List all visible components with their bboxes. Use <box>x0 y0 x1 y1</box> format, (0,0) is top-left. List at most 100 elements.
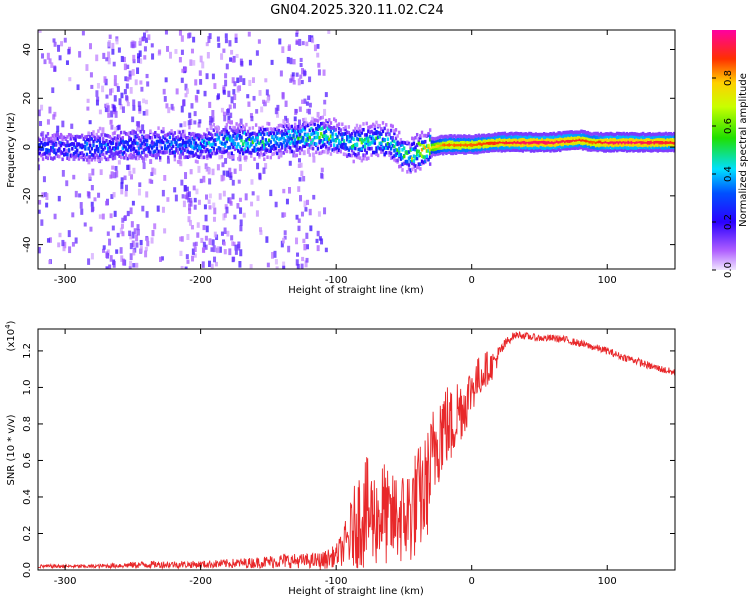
ridge-cell <box>651 138 655 142</box>
ridge-cell <box>342 139 346 143</box>
ridge-cell <box>58 135 61 140</box>
ridge-cell <box>645 140 648 144</box>
noise-cell <box>46 52 50 60</box>
ridge-cell <box>123 140 126 145</box>
ridge-cell <box>139 145 142 150</box>
ridge-cell <box>607 145 611 150</box>
ridge-cell <box>295 148 298 152</box>
ridge-cell <box>119 130 123 135</box>
ridge-cell <box>520 131 523 136</box>
ridge-cell <box>585 141 588 145</box>
ridge-cell <box>458 140 461 145</box>
ridge-cell <box>445 138 448 142</box>
ridge-cell <box>355 129 359 134</box>
ridge-cell <box>658 137 661 142</box>
ridge-cell <box>250 151 253 155</box>
ridge-cell <box>544 143 547 148</box>
ridge-cell <box>121 155 124 159</box>
ridge-cell <box>248 132 251 137</box>
ridge-cell <box>513 145 516 149</box>
ridge-cell <box>305 138 308 142</box>
noise-cell <box>186 192 190 199</box>
ridge-cell <box>297 124 300 129</box>
ridge-cell <box>222 128 225 132</box>
ridge-cell <box>589 145 593 149</box>
ridge-cell <box>194 152 198 156</box>
spectrogram-ylabel: Frequency (Hz) <box>6 112 17 188</box>
noise-cell <box>239 249 243 257</box>
noise-cell <box>150 179 154 184</box>
ridge-cell <box>454 140 458 145</box>
colorbar-gradient <box>712 30 736 270</box>
ridge-cell <box>539 139 542 144</box>
noise-cell <box>76 84 80 91</box>
ridge-cell <box>360 131 364 135</box>
ridge-cell <box>272 127 276 131</box>
ridge-cell <box>316 119 320 123</box>
ridge-cell <box>555 148 559 152</box>
noise-cell <box>180 49 184 55</box>
ridge-cell <box>79 135 82 139</box>
ridge-cell <box>637 149 640 153</box>
ridge-cell <box>337 122 341 126</box>
ridge-cell <box>41 147 45 151</box>
noise-cell <box>226 109 230 116</box>
ridge-cell <box>258 147 261 152</box>
ridge-cell <box>119 140 123 145</box>
noise-cell <box>88 120 92 125</box>
noise-cell <box>50 62 54 68</box>
noise-cell <box>183 66 187 72</box>
noise-cell <box>204 214 208 222</box>
noise-cell <box>130 174 134 180</box>
ridge-cell <box>513 139 516 144</box>
ridge-cell <box>433 139 437 143</box>
ridge-cell <box>454 151 458 155</box>
noise-cell <box>53 136 57 144</box>
noise-cell <box>109 119 113 125</box>
noise-cell <box>124 184 128 192</box>
ridge-cell <box>313 135 316 140</box>
ridge-cell <box>477 145 481 149</box>
ridge-cell <box>303 141 307 146</box>
ridge-cell <box>419 134 422 138</box>
x-tick-label: 0 <box>469 275 475 286</box>
noise-cell <box>178 56 182 63</box>
noise-cell <box>236 203 240 209</box>
ridge-cell <box>269 127 272 131</box>
ridge-cell <box>536 145 539 150</box>
ridge-cell <box>544 141 547 145</box>
ridge-cell <box>672 131 675 136</box>
ridge-cell <box>220 154 224 159</box>
ridge-cell <box>638 135 642 140</box>
noise-cell <box>291 75 295 82</box>
ridge-cell <box>163 144 167 148</box>
ridge-cell <box>668 148 671 152</box>
noise-cell <box>193 246 197 252</box>
ridge-cell <box>326 122 329 127</box>
ridge-cell <box>528 140 531 145</box>
ridge-cell <box>565 138 568 143</box>
ridge-cell <box>373 138 377 143</box>
ridge-cell <box>233 128 237 133</box>
ridge-cell <box>191 136 194 141</box>
noise-cell <box>105 251 109 258</box>
noise-cell <box>192 242 196 247</box>
ridge-cell <box>333 117 336 121</box>
ridge-cell <box>563 139 567 144</box>
ridge-cell <box>482 141 486 145</box>
ridge-cell <box>106 149 110 153</box>
ridge-cell <box>643 143 647 147</box>
ridge-cell <box>520 143 523 148</box>
ridge-cell <box>599 134 603 139</box>
ridge-cell <box>209 132 212 137</box>
noise-cell <box>110 194 114 199</box>
ridge-cell <box>401 148 404 152</box>
ridge-cell <box>254 142 258 147</box>
ridge-cell <box>415 132 419 137</box>
ridge-cell <box>546 137 549 142</box>
ridge-cell <box>542 146 546 150</box>
noise-cell <box>145 191 149 198</box>
noise-cell <box>266 97 270 103</box>
ridge-cell <box>497 134 500 139</box>
noise-cell <box>110 110 114 118</box>
